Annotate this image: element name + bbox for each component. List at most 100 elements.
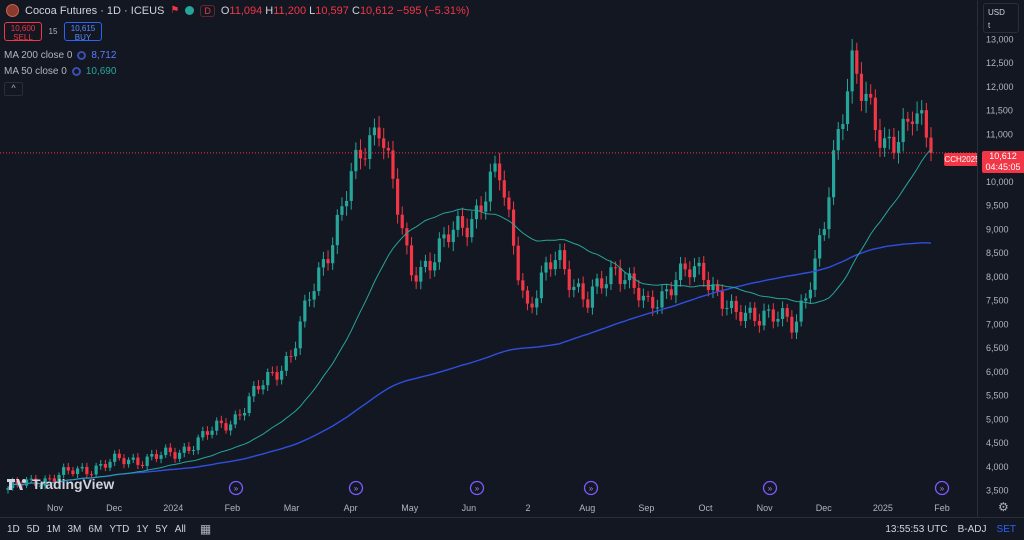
last-price-label: 10,612 04:45:05	[982, 151, 1024, 173]
cocoa-icon	[6, 4, 19, 17]
event-marker-glyph: »	[475, 484, 480, 493]
candle-body	[674, 280, 678, 296]
sell-button[interactable]: 10,600 SELL	[4, 22, 42, 42]
settlement-button[interactable]: SET	[996, 523, 1016, 535]
candle-body	[470, 219, 474, 238]
currency-unit: USD	[988, 8, 1005, 17]
candle-body	[414, 275, 418, 282]
candle-body	[405, 228, 409, 246]
candle-body	[623, 280, 627, 285]
settings-gear-icon[interactable]: ⚙	[998, 500, 1009, 514]
time-tick-label: Nov	[757, 503, 774, 513]
adjustment-button[interactable]: B-ADJ	[957, 523, 987, 535]
event-marker-icon[interactable]: »	[934, 480, 950, 496]
ma50-label: MA 50 close 0	[4, 66, 67, 77]
candle-body	[869, 93, 873, 98]
open-value: 11,094	[229, 4, 263, 17]
candle-body	[646, 295, 650, 297]
candle-body	[270, 371, 274, 373]
candle-body	[187, 446, 191, 451]
event-marker-icon[interactable]: »	[348, 480, 364, 496]
candle-body	[878, 129, 882, 148]
candle-body	[780, 308, 785, 319]
timeframe-button-1m[interactable]: 1M	[46, 523, 61, 535]
close-value: 10,612	[359, 4, 394, 17]
candle-body	[280, 370, 284, 380]
price-axis-svg[interactable]: 3,500 4,000 4,500 5,000 5,500 6,000 6,500 7,000…	[978, 0, 1024, 517]
timeframe-button-ytd[interactable]: YTD	[109, 523, 130, 535]
timeframe-button-all[interactable]: All	[174, 523, 186, 535]
timeframe-buttons: 1D 5D 1M 3M 6M YTD 1Y 5Y All	[0, 524, 186, 535]
time-tick-label: Nov	[47, 503, 64, 513]
candle-body	[632, 273, 636, 288]
ma200-settings-icon[interactable]	[77, 51, 87, 60]
collapse-legend-button[interactable]: ^	[4, 82, 23, 96]
event-marker-icon[interactable]: »	[583, 480, 599, 496]
ma200-legend[interactable]: MA 200 close 0 8,712	[4, 50, 116, 61]
candle-body	[442, 234, 446, 239]
timeframe-button-5d[interactable]: 5D	[26, 523, 40, 535]
candle-body	[692, 266, 697, 278]
price-tick-label: 9,000	[986, 224, 1009, 234]
price-tick-label: 13,000	[986, 34, 1014, 44]
candle-body	[335, 214, 339, 246]
candle-body	[790, 316, 794, 333]
candle-body	[368, 135, 372, 159]
price-tick-label: 11,000	[986, 129, 1013, 139]
candle-body	[238, 414, 242, 416]
candle-body	[637, 287, 641, 301]
event-marker-icon[interactable]: »	[762, 480, 778, 496]
ma50-legend[interactable]: MA 50 close 0 10,690	[4, 66, 116, 77]
candle-body	[437, 238, 441, 263]
timeframe-button-5y[interactable]: 5Y	[155, 523, 168, 535]
bar-countdown: 04:45:05	[985, 162, 1021, 172]
time-tick-label: Dec	[106, 503, 123, 513]
candle-body	[665, 289, 669, 292]
timeframe-button-6m[interactable]: 6M	[88, 523, 103, 535]
currency-selector[interactable]: USD t	[983, 3, 1019, 33]
clock-time[interactable]: 13:55:53 UTC	[885, 523, 948, 535]
candle-body	[447, 234, 451, 243]
time-tick-label: Feb	[225, 503, 241, 513]
symbol-title[interactable]: Cocoa Futures · 1D · ICEUS	[25, 4, 165, 17]
candle-body	[150, 454, 154, 457]
candle-body	[553, 260, 557, 270]
candle-body	[729, 300, 734, 309]
tradingview-logo[interactable]: TradingView	[6, 476, 114, 492]
candle-body	[229, 424, 233, 431]
ohlc-values: O11,094 H11,200 L10,597 C10,612 −595 (−5…	[220, 4, 470, 17]
candle-body	[372, 127, 377, 136]
price-tick-label: 4,500	[986, 438, 1009, 448]
ma50-settings-icon[interactable]	[71, 67, 81, 76]
price-chart[interactable]: Nov Dec 2024 Feb Mar Apr May Jun 2 Aug Sep Oct Nov De…	[0, 0, 977, 517]
candle-body	[706, 279, 710, 291]
event-marker-icon[interactable]: »	[469, 480, 485, 496]
candle-body	[859, 73, 864, 101]
price-tick-label: 12,000	[986, 82, 1014, 92]
price-tick-label: 7,000	[986, 319, 1009, 329]
candle-body	[349, 171, 353, 201]
timeframe-button-3m[interactable]: 3M	[67, 523, 82, 535]
event-marker-icon[interactable]: »	[228, 480, 244, 496]
candle-body	[89, 474, 94, 476]
candle-body	[697, 262, 701, 267]
price-axis[interactable]: 3,500 4,000 4,500 5,000 5,500 6,000 6,500 7,000…	[977, 0, 1024, 517]
timeframe-button-1y[interactable]: 1Y	[136, 523, 149, 535]
currency-sub: t	[988, 21, 991, 30]
flag-icon[interactable]: ⚑	[170, 5, 180, 16]
candle-body	[586, 299, 590, 308]
delayed-badge[interactable]: D	[200, 4, 215, 17]
timeframe-button-1d[interactable]: 1D	[7, 523, 20, 535]
low-value: 10,597	[315, 4, 349, 17]
tradingview-icon	[7, 479, 26, 490]
calendar-icon[interactable]: ▦	[199, 522, 212, 536]
candle-body	[321, 259, 325, 268]
buy-button[interactable]: 10,615 BUY	[64, 22, 102, 42]
candle-body	[168, 447, 172, 453]
price-tick-label: 10,000	[986, 177, 1014, 187]
candle-body	[493, 163, 497, 172]
candle-body	[590, 286, 595, 308]
event-marker-ring	[583, 480, 599, 496]
candle-body	[549, 262, 553, 270]
chart-area[interactable]: Nov Dec 2024 Feb Mar Apr May Jun 2 Aug Sep Oct Nov De…	[0, 0, 980, 517]
